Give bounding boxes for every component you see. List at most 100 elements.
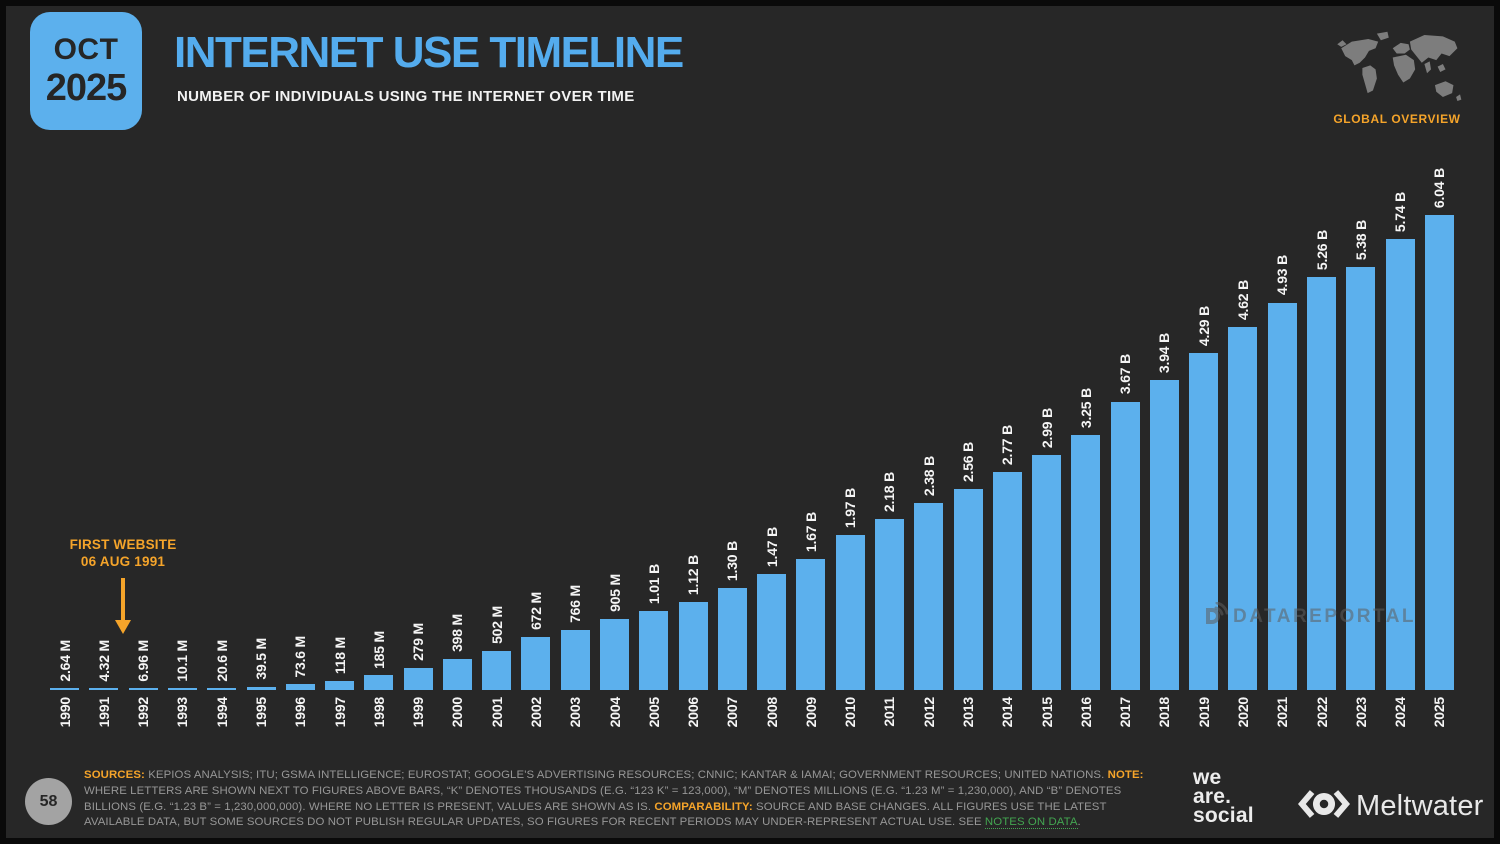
year-label-2002: 2002 <box>527 697 544 728</box>
value-label-2006: 1.12 B <box>685 554 702 595</box>
year-label-2012: 2012 <box>920 697 937 728</box>
footer-label: NOTE: <box>1107 769 1144 781</box>
value-label-2023: 5.38 B <box>1352 220 1369 261</box>
value-label-2001: 502 M <box>488 605 505 644</box>
value-label-1991: 4.32 M <box>95 639 112 682</box>
was-line2: are. <box>1193 785 1232 808</box>
bar-1992 <box>128 688 158 690</box>
badge-year: 2025 <box>45 67 128 109</box>
year-label-2009: 2009 <box>802 697 819 728</box>
value-label-2018: 3.94 B <box>1156 333 1173 374</box>
bar-2018 <box>1149 380 1179 690</box>
page-subtitle: NUMBER OF INDIVIDUALS USING THE INTERNET… <box>177 88 635 105</box>
we-are-social-logo: we are. social <box>1193 766 1254 827</box>
value-label-2015: 2.99 B <box>1038 407 1055 448</box>
region-label: GLOBAL OVERVIEW <box>1333 112 1461 126</box>
footer-text: KEPIOS ANALYSIS; ITU; GSMA INTELLIGENCE;… <box>144 769 1108 781</box>
bar-2013 <box>953 488 983 690</box>
year-label-2015: 2015 <box>1038 697 1055 728</box>
year-label-2024: 2024 <box>1392 697 1409 728</box>
value-label-1996: 73.6 M <box>292 635 309 678</box>
value-label-2022: 5.26 B <box>1313 229 1330 270</box>
value-label-2008: 1.47 B <box>763 527 780 568</box>
annotation-first-website: FIRST WEBSITE 06 AUG 1991 <box>33 536 213 570</box>
bar-chart: 2.64 M 1990 4.32 M 1991 6.96 M 1992 10.1 M 1993… <box>45 160 1459 727</box>
value-label-2007: 1.30 B <box>724 540 741 581</box>
year-label-1998: 1998 <box>370 697 387 728</box>
footer-text: . <box>1077 816 1081 829</box>
bar-2002 <box>521 637 551 690</box>
year-label-1991: 1991 <box>95 697 112 728</box>
value-label-2000: 398 M <box>449 613 466 652</box>
value-label-2024: 5.74 B <box>1392 191 1409 232</box>
down-arrow-icon <box>115 620 131 634</box>
notes-on-data-link[interactable]: NOTES ON DATA <box>984 816 1078 830</box>
year-label-2014: 2014 <box>999 697 1016 728</box>
value-label-2013: 2.56 B <box>960 441 977 482</box>
value-label-2003: 766 M <box>567 584 584 623</box>
bar-2012 <box>914 502 944 690</box>
year-label-1990: 1990 <box>56 697 73 728</box>
bar-2019 <box>1189 352 1219 690</box>
was-line3: social <box>1193 804 1254 827</box>
value-label-1993: 10.1 M <box>174 639 191 682</box>
bar-1994 <box>207 688 237 690</box>
bar-2001 <box>482 650 512 690</box>
year-label-2004: 2004 <box>606 697 623 728</box>
year-label-2019: 2019 <box>1195 697 1212 728</box>
footer-text: WHERE LETTERS ARE SHOWN NEXT TO FIGURES … <box>84 784 1122 813</box>
bar-1993 <box>167 688 197 690</box>
value-label-1998: 185 M <box>370 630 387 669</box>
bar-2010 <box>835 535 865 690</box>
year-label-2007: 2007 <box>724 697 741 728</box>
bar-2008 <box>757 574 787 690</box>
value-label-1990: 2.64 M <box>56 639 73 682</box>
watermark-text: DATAREPORTAL <box>1233 606 1417 627</box>
footer-label: SOURCES: <box>84 769 145 781</box>
value-label-1997: 118 M <box>331 636 348 674</box>
meltwater-eye-icon <box>1297 787 1351 826</box>
bar-2005 <box>639 610 669 690</box>
bar-2025 <box>1424 215 1454 690</box>
year-label-2022: 2022 <box>1313 697 1330 728</box>
footer-text: SOURCE AND BASE CHANGES. ALL FIGURES USE… <box>84 800 1107 829</box>
bar-2024 <box>1385 238 1415 690</box>
slide-background: OCT 2025 INTERNET USE TIMELINE NUMBER OF… <box>6 6 1494 838</box>
world-map-icon <box>1332 28 1464 108</box>
year-label-2003: 2003 <box>567 697 584 728</box>
value-label-2025: 6.04 B <box>1431 168 1448 209</box>
year-label-1999: 1999 <box>410 697 427 728</box>
value-label-2011: 2.18 B <box>881 471 898 512</box>
bar-1991 <box>89 688 119 690</box>
year-label-2000: 2000 <box>449 697 466 728</box>
date-badge: OCT 2025 <box>30 12 142 130</box>
value-label-2021: 4.93 B <box>1274 255 1291 296</box>
bar-1998 <box>364 675 394 690</box>
bar-2017 <box>1110 401 1140 690</box>
bar-1999 <box>403 668 433 690</box>
bar-2016 <box>1071 434 1101 690</box>
bar-1990 <box>50 688 80 690</box>
bar-2004 <box>600 618 630 690</box>
year-label-2006: 2006 <box>685 697 702 728</box>
bar-1997 <box>325 680 355 690</box>
year-label-2005: 2005 <box>645 697 662 728</box>
bar-2011 <box>874 518 904 690</box>
year-label-1992: 1992 <box>135 697 152 728</box>
page-title: INTERNET USE TIMELINE <box>174 28 684 77</box>
meltwater-logo: Meltwater <box>1297 782 1484 830</box>
value-label-1994: 20.6 M <box>213 639 230 682</box>
was-line1: we <box>1193 766 1222 789</box>
value-label-2017: 3.67 B <box>1117 354 1134 395</box>
value-label-1995: 39.5 M <box>253 638 270 680</box>
bar-2020 <box>1228 326 1258 690</box>
year-label-1996: 1996 <box>292 697 309 728</box>
year-label-2001: 2001 <box>488 697 505 728</box>
bar-2022 <box>1307 276 1337 690</box>
bar-2009 <box>796 558 826 690</box>
meltwater-name: Meltwater <box>1356 789 1484 822</box>
value-label-1999: 279 M <box>410 623 427 662</box>
year-label-1997: 1997 <box>331 697 348 728</box>
value-label-2019: 4.29 B <box>1195 305 1212 346</box>
year-label-2020: 2020 <box>1234 697 1251 728</box>
